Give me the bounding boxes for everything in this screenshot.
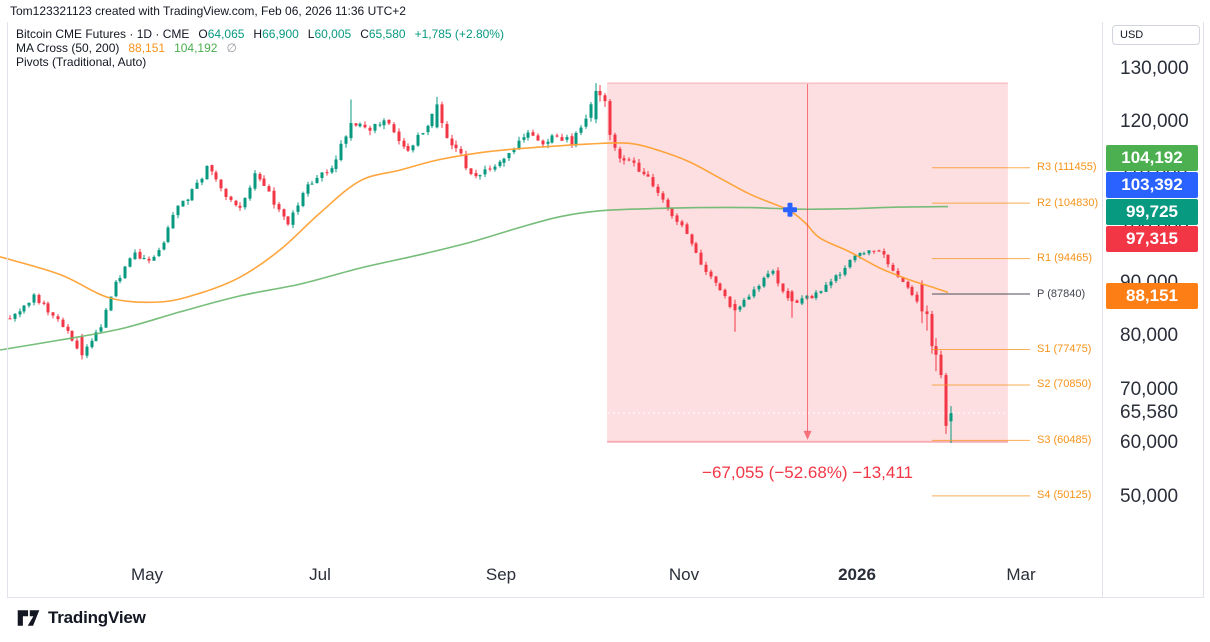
ohlc-letter-o: O (198, 27, 208, 41)
tradingview-logo-text[interactable]: TradingView (48, 608, 146, 627)
time-tick-may: May (130, 565, 164, 584)
pivot-label-s1: S1 (77475) (1037, 343, 1092, 355)
price-badge-103392: 103,392 (1106, 172, 1198, 198)
price-badge-99725: 99,725 (1106, 199, 1198, 225)
time-tick-jul: Jul (309, 565, 331, 584)
ma200-value: 104,192 (174, 41, 218, 55)
price-tick-70000: 70,000 (1120, 378, 1179, 400)
pivot-label-r3: R3 (111455) (1037, 161, 1097, 174)
legend-symbol-row[interactable]: Bitcoin CME Futures · 1D · CME O64,065 H66… (16, 27, 504, 41)
legend-ma-cross-row[interactable]: MA Cross (50, 200) 88,151 104,192 ∅ (16, 41, 504, 55)
ohlc-letter-c: C (360, 27, 369, 41)
ohlc-value-c: 65,580 (368, 27, 406, 41)
price-badge-88151: 88,151 (1106, 283, 1198, 309)
widget-left-border (7, 22, 8, 597)
tradingview-logo-icon[interactable] (16, 608, 41, 628)
price-tick-60000: 60,000 (1120, 432, 1179, 453)
ma50-value: 88,151 (128, 41, 166, 55)
time-tick-2026: 2026 (838, 565, 876, 584)
widget-bottom-border (7, 597, 1204, 598)
measurement-label: −67,055 (−52.68%) −13,411 (702, 463, 913, 482)
footer: TradingView (16, 608, 146, 628)
widget-right-border (1203, 22, 1204, 597)
legend-pivots-row[interactable]: Pivots (Traditional, Auto) (16, 55, 504, 69)
ohlc-letter-h: H (253, 27, 263, 41)
time-tick-nov: Nov (668, 565, 700, 584)
price-badge-104192: 104,192 (1106, 145, 1198, 171)
price-badge-97315: 97,315 (1106, 226, 1198, 252)
empty-set-icon: ∅ (226, 41, 237, 55)
ohlc-value-h: 66,900 (262, 27, 299, 41)
pivot-label-r1: R1 (94465) (1037, 252, 1093, 265)
price-axis[interactable] (1102, 22, 1203, 597)
time-tick-mar: Mar (1006, 565, 1036, 584)
attribution-text: Tom123321123 created with TradingView.co… (10, 4, 406, 18)
time-axis[interactable]: May Jul Sep Nov 2026 Mar (0, 549, 1210, 597)
pivot-label-r2: R2 (104830) (1037, 196, 1099, 209)
chart-legend: Bitcoin CME Futures · 1D · CME O64,065 H66… (16, 27, 504, 69)
pivot-label-p: P (87840) (1037, 287, 1086, 300)
price-tick-50000: 50,000 (1120, 485, 1179, 507)
ohlc-value-l: 60,005 (314, 27, 352, 41)
price-tick-130000: 130,000 (1120, 57, 1189, 79)
pivot-label-s4: S4 (50125) (1037, 489, 1092, 502)
price-axis-divider (1102, 22, 1103, 597)
change-value: +1,785 (+2.80%) (414, 27, 504, 41)
time-tick-sep: Sep (485, 565, 517, 584)
ohlc-value-o: 64,065 (207, 27, 245, 41)
price-tick-80000: 80,000 (1120, 325, 1179, 346)
price-tick-65580: 65,580 (1120, 402, 1179, 424)
pivots-label: Pivots (Traditional, Auto) (16, 55, 147, 69)
symbol-title: Bitcoin CME Futures · 1D · CME (16, 27, 190, 41)
currency-unit-button[interactable]: USD (1112, 25, 1200, 45)
pivot-label-s2: S2 (70850) (1037, 378, 1092, 391)
ma-cross-label: MA Cross (50, 200) (16, 41, 120, 55)
price-tick-120000: 120,000 (1120, 111, 1189, 132)
pivot-label-s3: S3 (60485) (1037, 433, 1092, 446)
ohlc-letter-l: L (307, 27, 315, 41)
